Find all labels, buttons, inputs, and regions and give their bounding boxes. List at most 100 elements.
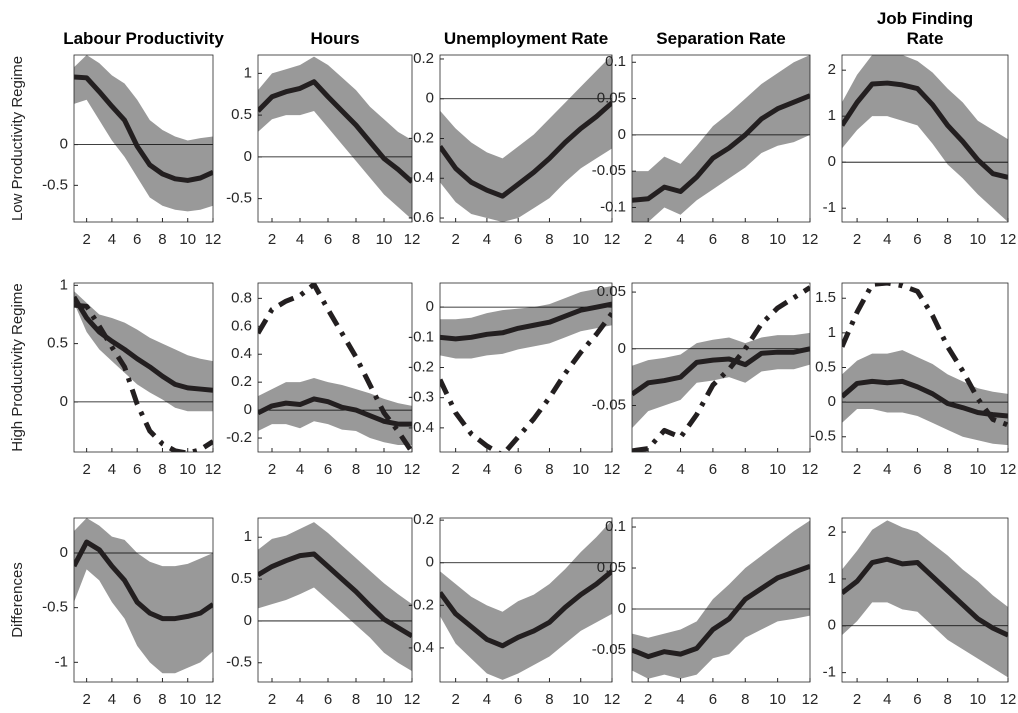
x-tick-label: 10: [376, 461, 393, 478]
axes-box: [257, 54, 413, 223]
plot-area: [74, 55, 213, 212]
x-tick-label: 4: [296, 461, 304, 478]
x-tick-label: 6: [324, 461, 332, 478]
confidence-band: [632, 55, 810, 222]
y-tick-label: 1: [828, 570, 836, 587]
axes-box: [257, 517, 413, 683]
y-tick-label: 1: [244, 64, 252, 81]
median-line: [440, 301, 612, 342]
x-tick-label: 10: [572, 691, 589, 708]
y-tick-label: 0.2: [231, 373, 252, 390]
y-tick-label: 0: [60, 136, 68, 153]
x-tick-label: 2: [853, 691, 861, 708]
confidence-band: [842, 350, 1008, 446]
dashed-line: [632, 285, 810, 452]
x-tick-label: 12: [205, 231, 222, 248]
y-axis-label: High Productivity Regime: [9, 283, 26, 451]
x-tick-label: 8: [352, 691, 360, 708]
x-tick-label: 12: [802, 691, 819, 708]
axes-box: [73, 54, 214, 223]
panel: -0.500.512 4 6 8 10 12: [226, 517, 420, 708]
y-tick-label: -0.05: [592, 162, 626, 179]
x-tick-label: 12: [802, 461, 819, 478]
x-tick-label: 12: [205, 461, 222, 478]
x-tick-label: 8: [545, 461, 553, 478]
y-tick-label: 0: [60, 393, 68, 410]
y-tick-label: 0: [426, 90, 434, 107]
x-tick-label: 4: [676, 231, 684, 248]
x-tick-label: 10: [572, 461, 589, 478]
x-tick-label: 8: [352, 461, 360, 478]
x-tick-label: 10: [769, 691, 786, 708]
axes-box: [841, 517, 1009, 683]
y-tick-label: -0.05: [592, 396, 626, 413]
axes-box: [257, 282, 413, 453]
x-tick-label: 10: [769, 231, 786, 248]
y-tick-label: 0.5: [815, 358, 836, 375]
x-tick-label: 2: [82, 461, 90, 478]
x-tick-label: 10: [179, 461, 196, 478]
x-tick-label: 6: [324, 231, 332, 248]
x-tick-label: 2: [451, 691, 459, 708]
median-line: [440, 569, 612, 649]
x-tick-label: 12: [1000, 461, 1017, 478]
confidence-band: [74, 55, 213, 212]
x-tick-label: 2: [451, 231, 459, 248]
x-tick-label: 2: [853, 231, 861, 248]
confidence-band: [258, 377, 412, 446]
y-tick-label: 0.5: [231, 106, 252, 123]
y-tick-label: 0.2: [413, 50, 434, 67]
median-line: [842, 556, 1008, 638]
x-tick-label: 10: [969, 691, 986, 708]
x-tick-label: 12: [802, 231, 819, 248]
x-tick-label: 6: [913, 231, 921, 248]
y-tick-label: 0.6: [231, 317, 252, 334]
x-tick-label: 8: [545, 231, 553, 248]
y-tick-label: 2: [828, 61, 836, 78]
x-tick-label: 10: [572, 231, 589, 248]
x-tick-label: 12: [604, 461, 621, 478]
y-tick-label: -0.1: [408, 328, 434, 345]
axes-box: [631, 282, 811, 453]
x-tick-label: 2: [451, 461, 459, 478]
plot-area: [842, 283, 1008, 446]
y-tick-label: -0.4: [408, 419, 434, 436]
x-tick-label: 6: [709, 691, 717, 708]
y-tick-label: -0.5: [226, 654, 252, 671]
y-tick-label: -0.5: [42, 599, 68, 616]
y-tick-label: -0.05: [592, 641, 626, 658]
panel: -1 -0.5 0 2 4 6 8 10 12 Differences: [9, 517, 222, 708]
y-tick-label: -0.2: [408, 596, 434, 613]
x-tick-label: 2: [853, 461, 861, 478]
y-tick-label: 0.5: [47, 335, 68, 352]
confidence-band: [258, 522, 412, 672]
confidence-band: [258, 56, 412, 220]
y-tick-label: 0: [828, 153, 836, 170]
x-tick-label: 4: [883, 231, 891, 248]
panel-title: Labour Productivity: [63, 29, 224, 48]
x-tick-label: 4: [483, 231, 491, 248]
panel: -0.5 0 2 4 6 8 10 12 Low Productivity Regime: [9, 54, 222, 248]
y-axis-label: Low Productivity Regime: [9, 56, 26, 221]
x-tick-label: 8: [943, 231, 951, 248]
plot-area: [842, 55, 1008, 222]
x-tick-label: 2: [268, 691, 276, 708]
panel: -0.5 0 0.5 1 1.5 2 4 6 8 10 12: [810, 282, 1017, 478]
x-tick-label: 6: [709, 461, 717, 478]
x-tick-label: 4: [108, 461, 116, 478]
x-tick-label: 12: [205, 691, 222, 708]
x-tick-label: 10: [969, 231, 986, 248]
median-line: [258, 551, 412, 639]
plot-area: [258, 283, 412, 452]
y-tick-label: 0.05: [597, 90, 626, 107]
x-tick-label: 4: [483, 461, 491, 478]
x-tick-label: 10: [769, 461, 786, 478]
plot-area: [440, 286, 612, 452]
median-line: [74, 74, 213, 183]
x-tick-label: 2: [82, 691, 90, 708]
median-line: [632, 564, 810, 660]
panel-title: Separation Rate: [656, 29, 786, 48]
plot-area: [258, 522, 412, 672]
y-tick-label: 0: [244, 401, 252, 418]
